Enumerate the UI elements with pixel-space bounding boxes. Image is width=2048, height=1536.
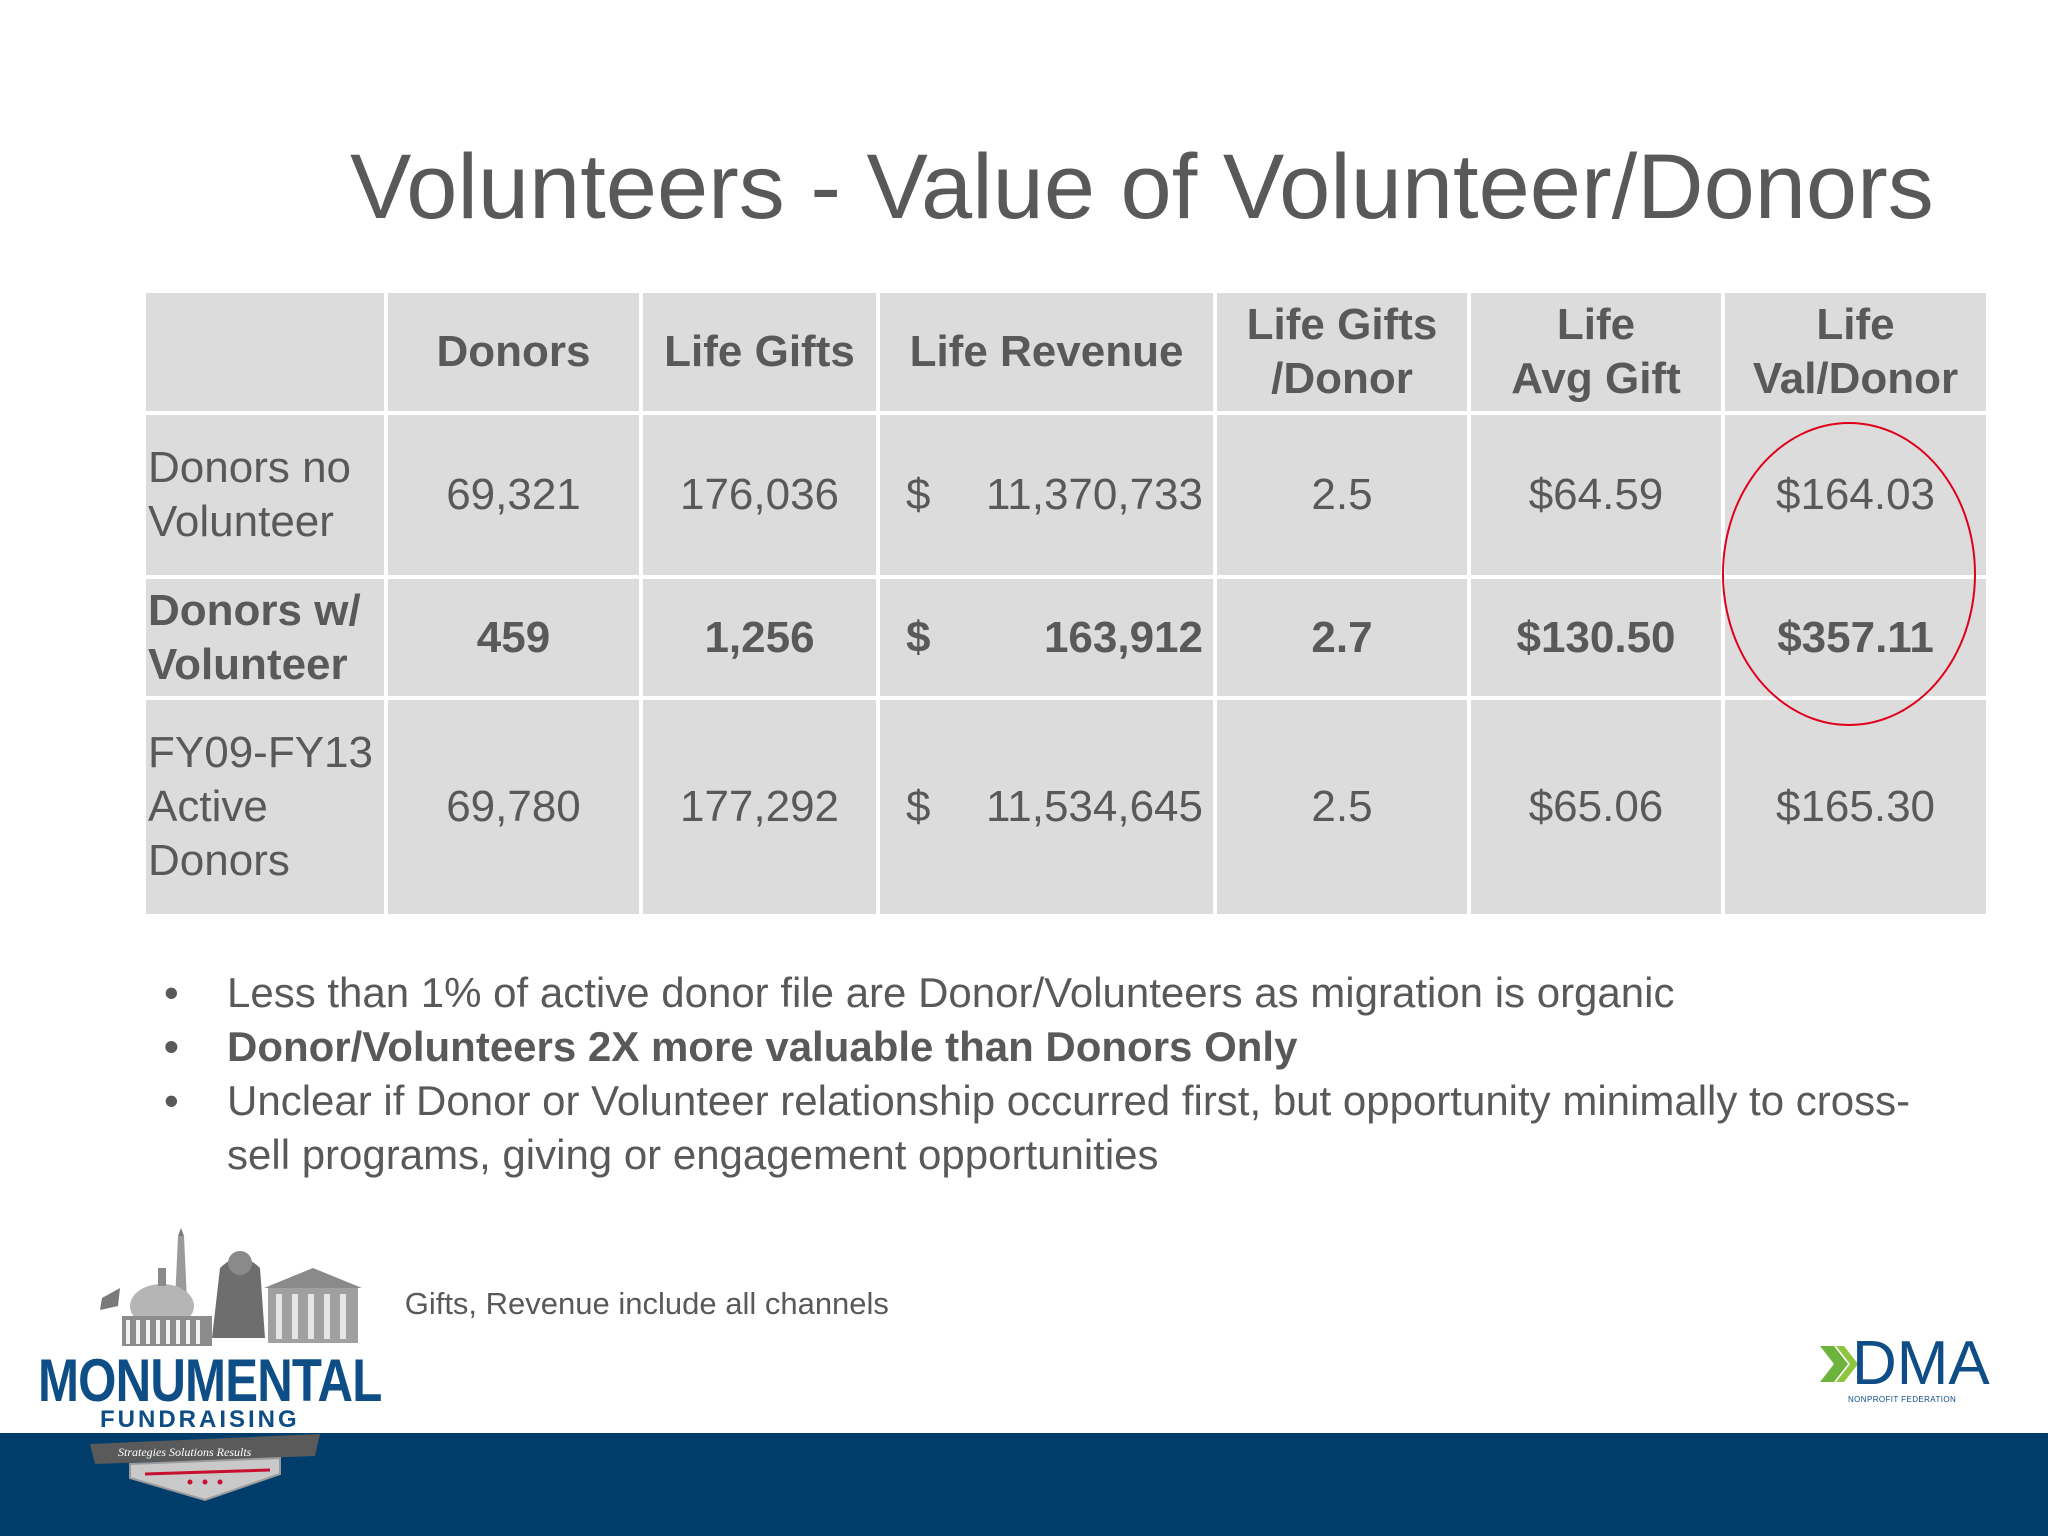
header-life-revenue: Life Revenue: [880, 293, 1213, 411]
bullet-item: • Unclear if Donor or Volunteer relations…: [160, 1074, 1960, 1182]
header-row: Donors Life Gifts Life Revenue Life Gift…: [146, 293, 1986, 411]
cell-gifts-per-donor: 2.7: [1217, 579, 1467, 696]
cell-life-gifts: 1,256: [643, 579, 876, 696]
revenue-value: 11,534,645: [986, 782, 1203, 831]
bullet-list: • Less than 1% of active donor file are D…: [160, 966, 1960, 1182]
table-row: Donors no Volunteer 69,321 176,036 $11,37…: [146, 415, 1986, 575]
slide-title: Volunteers - Value of Volunteer/Donors: [350, 136, 1934, 238]
bullet-item: • Donor/Volunteers 2X more valuable than …: [160, 1020, 1960, 1074]
table-row: FY09-FY13 Active Donors 69,780 177,292 $11…: [146, 700, 1986, 914]
footer-bar: [0, 1433, 2048, 1536]
currency-symbol: $: [906, 470, 931, 519]
revenue-value: 11,370,733: [986, 470, 1203, 519]
cell-gifts-per-donor: 2.5: [1217, 415, 1467, 575]
cell-life-revenue: $11,534,645: [880, 700, 1213, 914]
monument-illustration-icon: [100, 1228, 400, 1353]
header-life-gifts-per-donor: Life Gifts/Donor: [1217, 293, 1467, 411]
bullet-item: • Less than 1% of active donor file are D…: [160, 966, 1960, 1020]
cell-life-revenue: $163,912: [880, 579, 1213, 696]
cell-donors: 459: [388, 579, 639, 696]
monumental-wordmark: MONUMENTAL: [38, 1347, 382, 1414]
footnote: Note: Gifts, Revenue include all channel…: [322, 1286, 889, 1321]
bullet-marker: •: [164, 969, 179, 1016]
dma-nonprofit-federation-logo: DMA NONPROFIT FEDERATION: [1820, 1340, 1990, 1404]
value-table: Donors Life Gifts Life Revenue Life Gift…: [142, 289, 1990, 918]
fundraising-wordmark: FUNDRAISING: [100, 1406, 300, 1433]
cell-donors: 69,780: [388, 700, 639, 914]
row-label: Donors w/Volunteer: [146, 579, 384, 696]
table-row: Donors w/Volunteer 459 1,256 $163,912 2.…: [146, 579, 1986, 696]
svg-text:Strategies Solutions Results: Strategies Solutions Results: [118, 1445, 252, 1459]
cell-val-per-donor: $165.30: [1725, 700, 1986, 914]
ribbon-badge-icon: Strategies Solutions Results: [90, 1434, 320, 1502]
currency-symbol: $: [906, 612, 931, 662]
cell-avg-gift: $64.59: [1471, 415, 1721, 575]
cell-donors: 69,321: [388, 415, 639, 575]
header-life-val-per-donor: Life Val/Donor: [1725, 293, 1986, 411]
bullet-marker: •: [164, 1077, 179, 1124]
row-label: Donors no Volunteer: [146, 415, 384, 575]
row-label: FY09-FY13 Active Donors: [146, 700, 384, 914]
revenue-value: 163,912: [1043, 612, 1203, 662]
cell-life-revenue: $11,370,733: [880, 415, 1213, 575]
cell-avg-gift: $65.06: [1471, 700, 1721, 914]
cell-avg-gift: $130.50: [1471, 579, 1721, 696]
svg-text:NONPROFIT FEDERATION: NONPROFIT FEDERATION: [1848, 1395, 1956, 1404]
header-donors: Donors: [388, 293, 639, 411]
cell-gifts-per-donor: 2.5: [1217, 700, 1467, 914]
highlight-circle: [1722, 422, 1976, 726]
cell-life-gifts: 177,292: [643, 700, 876, 914]
header-empty-cell: [146, 293, 384, 411]
header-life-avg-gift: Life Avg Gift: [1471, 293, 1721, 411]
currency-symbol: $: [906, 782, 931, 831]
bullet-marker: •: [164, 1023, 179, 1070]
cell-life-gifts: 176,036: [643, 415, 876, 575]
svg-text:DMA: DMA: [1852, 1340, 1990, 1398]
monumental-fundraising-logo: MONUMENTAL FUNDRAISING Strategies Soluti…: [30, 1228, 400, 1518]
header-life-gifts: Life Gifts: [643, 293, 876, 411]
